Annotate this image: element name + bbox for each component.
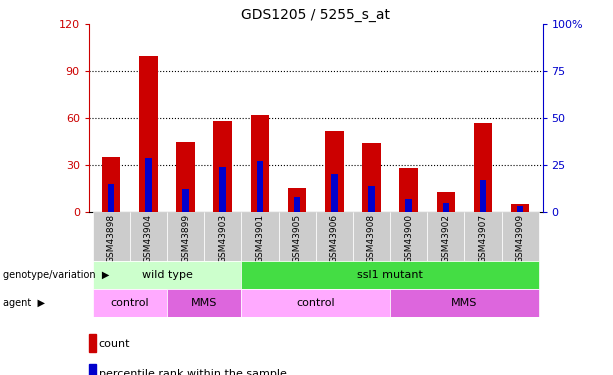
Text: percentile rank within the sample: percentile rank within the sample [99, 369, 286, 375]
Bar [278, 212, 316, 261]
Text: count: count [99, 339, 130, 349]
Bar [316, 212, 353, 261]
Text: control: control [110, 298, 149, 308]
Bar [177, 142, 195, 212]
Bar [182, 189, 189, 212]
Bar [89, 364, 96, 375]
Bar [108, 184, 115, 212]
Bar [257, 161, 263, 212]
Bar [399, 168, 418, 212]
Bar [242, 289, 390, 317]
Text: GSM43900: GSM43900 [404, 214, 413, 263]
Bar [89, 334, 96, 352]
Bar [167, 212, 204, 261]
Bar [390, 212, 427, 261]
Bar [167, 289, 242, 317]
Bar [443, 202, 449, 212]
Text: MMS: MMS [451, 298, 478, 308]
Bar [390, 289, 539, 317]
Bar [436, 192, 455, 212]
Text: GSM43904: GSM43904 [144, 214, 153, 263]
Text: MMS: MMS [191, 298, 218, 308]
Bar [219, 167, 226, 212]
Bar [353, 212, 390, 261]
Text: GSM43906: GSM43906 [330, 214, 339, 263]
Bar [102, 157, 121, 212]
Title: GDS1205 / 5255_s_at: GDS1205 / 5255_s_at [241, 8, 390, 22]
Bar [93, 289, 167, 317]
Bar [139, 56, 158, 212]
Text: agent  ▶: agent ▶ [3, 298, 45, 308]
Text: GSM43909: GSM43909 [516, 214, 525, 263]
Text: genotype/variation  ▶: genotype/variation ▶ [3, 270, 110, 280]
Text: ssl1 mutant: ssl1 mutant [357, 270, 423, 280]
Text: GSM43905: GSM43905 [292, 214, 302, 263]
Bar [480, 180, 486, 212]
Bar [130, 212, 167, 261]
Bar [325, 130, 343, 212]
Text: GSM43908: GSM43908 [367, 214, 376, 263]
Bar [204, 212, 242, 261]
Text: GSM43907: GSM43907 [479, 214, 487, 263]
Text: wild type: wild type [142, 270, 192, 280]
Bar [465, 212, 501, 261]
Text: GSM43903: GSM43903 [218, 214, 227, 263]
Bar [242, 212, 278, 261]
Bar [427, 212, 465, 261]
Bar [331, 174, 338, 212]
Bar [251, 115, 269, 212]
Bar [511, 204, 530, 212]
Text: GSM43899: GSM43899 [181, 214, 190, 263]
Bar [145, 158, 151, 212]
Text: GSM43902: GSM43902 [441, 214, 451, 263]
Bar [93, 261, 242, 289]
Text: GSM43901: GSM43901 [256, 214, 264, 263]
Text: GSM43898: GSM43898 [107, 214, 116, 263]
Bar [501, 212, 539, 261]
Bar [474, 123, 492, 212]
Bar [93, 212, 130, 261]
Bar [405, 199, 412, 212]
Bar [362, 143, 381, 212]
Text: control: control [296, 298, 335, 308]
Bar [368, 186, 375, 212]
Bar [294, 197, 300, 212]
Bar [242, 261, 539, 289]
Bar [288, 188, 306, 212]
Bar [517, 206, 524, 212]
Bar [213, 121, 232, 212]
